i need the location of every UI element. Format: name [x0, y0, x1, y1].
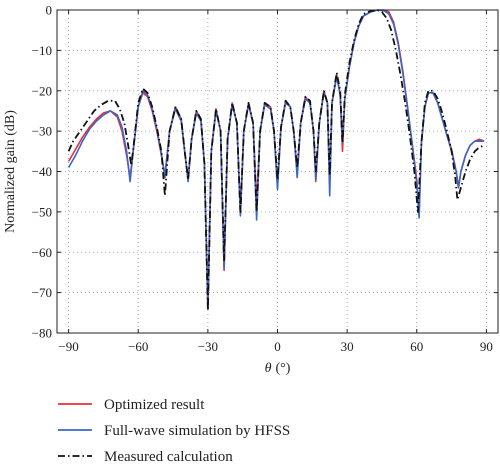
y-tick-label: −50 — [32, 204, 52, 219]
x-axis-symbol: θ — [265, 361, 272, 376]
y-tick-label: 0 — [46, 3, 53, 18]
x-tick-label: 90 — [480, 339, 493, 354]
y-tick-label: −40 — [32, 164, 52, 179]
x-tick-label: −90 — [58, 339, 78, 354]
legend-label-2: Full-wave simulation by HFSS — [104, 423, 290, 439]
x-tick-label: −60 — [128, 339, 148, 354]
y-tick-label: −80 — [32, 326, 52, 341]
y-axis-label: Normalized gain (dB) — [3, 110, 18, 233]
series-group — [67, 9, 485, 312]
y-tick-label: −30 — [32, 124, 52, 139]
x-tick-label: −30 — [198, 339, 218, 354]
series-line-3 — [67, 9, 485, 312]
legend: Optimized result Full-wave simulation by … — [58, 397, 290, 465]
x-tick-label: 60 — [410, 339, 423, 354]
x-axis-unit: (°) — [275, 361, 290, 376]
y-tick-label: −70 — [32, 285, 52, 300]
x-tick-label: 30 — [341, 339, 354, 354]
y-tick-label: −60 — [32, 245, 52, 260]
x-tick-label: 0 — [274, 339, 281, 354]
axis-ticks: −90 −60 −30 0 30 60 90 0 −10 −20 −30 −40 −50 −60 −70 −8… — [32, 3, 498, 354]
x-axis-label: θ (°) — [265, 361, 291, 376]
y-tick-label: −20 — [32, 83, 52, 98]
legend-label-3: Measured calculation — [104, 449, 233, 465]
legend-label-1: Optimized result — [104, 397, 205, 413]
y-tick-label: −10 — [32, 43, 52, 58]
